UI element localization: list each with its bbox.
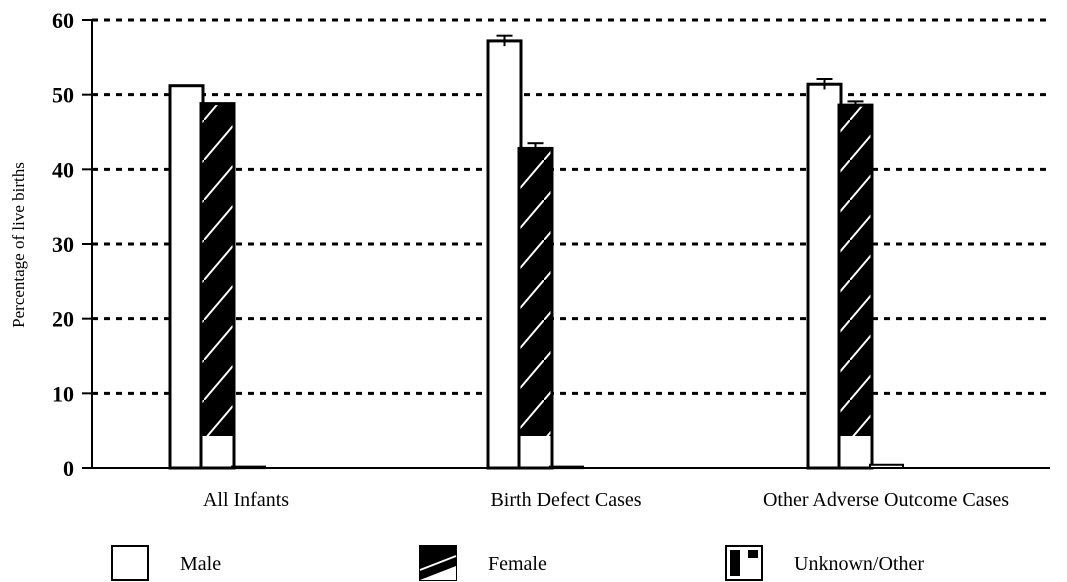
bar-female-1-base (201, 436, 234, 468)
category-labels: All Infants Birth Defect Cases Other Adver… (203, 489, 1009, 511)
y-tick-label-50: 50 (52, 83, 74, 108)
y-tick-label-60: 60 (52, 8, 74, 33)
bar-female-2-fill (519, 148, 552, 468)
legend-swatch-unknown-other-right (748, 550, 758, 558)
legend-swatch-male (111, 545, 149, 581)
bars (168, 34, 904, 470)
bar-male-2 (486, 39, 523, 470)
bar-unknown-other-2 (549, 465, 584, 470)
bar-male-3 (806, 82, 843, 470)
legend-item-male: Male (111, 545, 221, 581)
legend-item-unknown-other: Unknown/Other (725, 545, 924, 581)
bar-male-1 (168, 84, 205, 470)
y-tick-label-30: 30 (52, 232, 74, 257)
legend-swatch-female-white (420, 566, 456, 580)
legend: Male Female Unknown/Other (111, 545, 924, 581)
bar-female-2 (517, 146, 554, 470)
category-label-3: Other Adverse Outcome Cases (763, 489, 1009, 511)
legend-swatch-female-stripe (419, 555, 457, 571)
legend-swatch-unknown-other-left (730, 550, 740, 576)
gridlines (92, 18, 1050, 395)
bar-female-3 (837, 103, 874, 470)
legend-item-female: Female (419, 545, 547, 581)
y-axis-title: Percentage of live births (9, 162, 28, 328)
category-label-1: All Infants (203, 489, 289, 511)
legend-label-male: Male (180, 553, 221, 575)
bar-female-2-base (519, 436, 552, 468)
y-tick-label-20: 20 (52, 307, 74, 332)
bar-female-1 (199, 102, 236, 470)
y-tick-label-10: 10 (52, 381, 74, 406)
bar-female-3-fill (839, 105, 872, 469)
y-tick-label-40: 40 (52, 157, 74, 182)
category-label-2: Birth Defect Cases (490, 489, 641, 511)
bar-female-1-outline (199, 102, 236, 470)
legend-label-unknown-other: Unknown/Other (794, 553, 924, 575)
y-tick-label-0: 0 (63, 456, 74, 481)
legend-label-female: Female (488, 553, 547, 575)
bar-unknown-other-3 (869, 463, 904, 470)
bar-female-1-fill (201, 103, 234, 469)
bar-unknown-other-1 (231, 465, 266, 470)
bar-female-3-base (839, 436, 872, 468)
